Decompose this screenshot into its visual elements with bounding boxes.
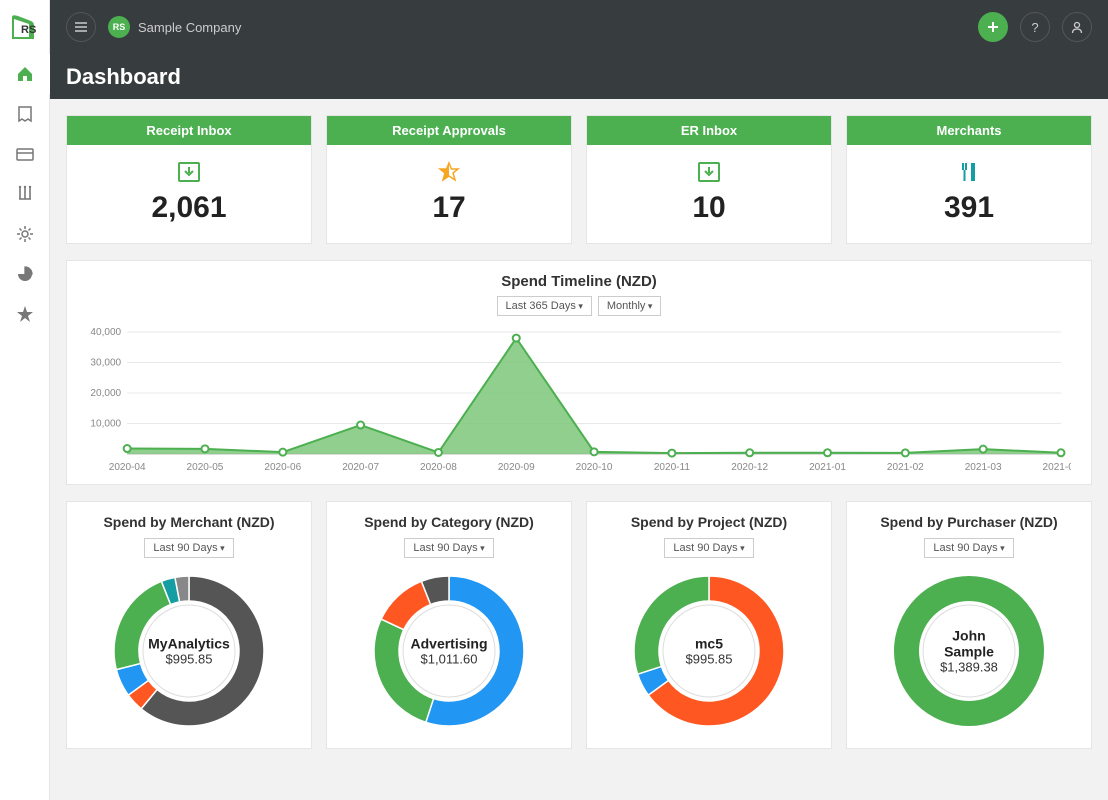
donut-chart: Advertising$1,011.60	[364, 566, 534, 736]
nav-receipts[interactable]	[0, 94, 50, 134]
donut-center-label: mc5	[686, 636, 733, 652]
card-icon	[15, 144, 35, 164]
svg-text:2020-05: 2020-05	[187, 462, 224, 473]
donut-card: Spend by Merchant (NZD) Last 90 Days MyAna…	[66, 501, 312, 749]
svg-text:2020-10: 2020-10	[576, 462, 613, 473]
svg-text:2021-04: 2021-04	[1043, 462, 1071, 473]
user-icon	[1070, 20, 1084, 34]
donut-card: Spend by Category (NZD) Last 90 Days Adver…	[326, 501, 572, 749]
help-button[interactable]: ?	[1020, 12, 1050, 42]
top-header: RS Sample Company ?	[50, 0, 1108, 54]
inbox-down-icon	[587, 159, 831, 185]
donut-card: Spend by Project (NZD) Last 90 Days mc5$99…	[586, 501, 832, 749]
donut-chart: mc5$995.85	[624, 566, 794, 736]
donut-center-value: $1,011.60	[410, 652, 487, 667]
donut-range-dropdown[interactable]: Last 90 Days	[144, 538, 233, 558]
help-icon: ?	[1031, 20, 1038, 35]
nav-reports[interactable]	[0, 254, 50, 294]
stat-card-receipt-approvals[interactable]: Receipt Approvals 17	[326, 115, 572, 244]
timeline-chart: 10,000 20,000 30,000 40,000 2020-04 2020-05 20…	[87, 326, 1071, 476]
reports-icon	[15, 264, 35, 284]
page-titlebar: Dashboard	[50, 54, 1108, 99]
donut-center-value: $995.85	[686, 652, 733, 667]
svg-text:10,000: 10,000	[90, 419, 121, 430]
donut-chart: John Sample$1,389.38	[884, 566, 1054, 736]
menu-toggle-button[interactable]	[66, 12, 96, 42]
stat-card-er-inbox[interactable]: ER Inbox 10	[586, 115, 832, 244]
svg-text:2020-06: 2020-06	[264, 462, 301, 473]
donut-title: Spend by Purchaser (NZD)	[857, 514, 1081, 530]
donut-range-dropdown[interactable]: Last 90 Days	[924, 538, 1013, 558]
donut-title: Spend by Merchant (NZD)	[77, 514, 301, 530]
stat-value: 10	[587, 191, 831, 225]
company-name: Sample Company	[138, 20, 241, 35]
nav-home[interactable]	[0, 54, 50, 94]
svg-text:2020-08: 2020-08	[420, 462, 457, 473]
svg-text:20,000: 20,000	[90, 388, 121, 399]
svg-text:2021-01: 2021-01	[809, 462, 846, 473]
food-icon	[847, 159, 1091, 185]
stats-row: Receipt Inbox 2,061 Receipt Approvals 17 ER …	[66, 115, 1092, 244]
timeline-title: Spend Timeline (NZD)	[87, 273, 1071, 290]
merchants-icon	[15, 184, 35, 204]
stat-value: 2,061	[67, 191, 311, 225]
donut-center-label: John Sample	[927, 628, 1012, 660]
star-icon	[15, 304, 35, 324]
svg-text:2020-11: 2020-11	[654, 462, 691, 473]
svg-text:2021-03: 2021-03	[965, 462, 1002, 473]
svg-text:40,000: 40,000	[90, 327, 121, 338]
add-button[interactable]	[978, 12, 1008, 42]
svg-text:2020-04: 2020-04	[109, 462, 146, 473]
spend-timeline-card: Spend Timeline (NZD) Last 365 Days Month…	[66, 260, 1092, 485]
nav-star[interactable]	[0, 294, 50, 334]
logo: RS	[0, 0, 50, 54]
settings-icon	[15, 224, 35, 244]
svg-text:RS: RS	[21, 24, 36, 36]
donut-center-value: $995.85	[148, 652, 230, 667]
donut-title: Spend by Project (NZD)	[597, 514, 821, 530]
donut-title: Spend by Category (NZD)	[337, 514, 561, 530]
timeline-interval-dropdown[interactable]: Monthly	[598, 296, 662, 316]
receipts-icon	[15, 104, 35, 124]
donut-range-dropdown[interactable]: Last 90 Days	[404, 538, 493, 558]
svg-text:2020-09: 2020-09	[498, 462, 535, 473]
stat-title: Merchants	[847, 116, 1091, 145]
timeline-range-dropdown[interactable]: Last 365 Days	[497, 296, 592, 316]
svg-text:2020-12: 2020-12	[731, 462, 768, 473]
sidebar: RS	[0, 0, 50, 800]
stat-title: ER Inbox	[587, 116, 831, 145]
nav-card[interactable]	[0, 134, 50, 174]
home-icon	[15, 64, 35, 84]
inbox-down-icon	[67, 159, 311, 185]
donut-card: Spend by Purchaser (NZD) Last 90 Days John…	[846, 501, 1092, 749]
stat-value: 391	[847, 191, 1091, 225]
svg-text:2020-07: 2020-07	[342, 462, 379, 473]
stat-title: Receipt Approvals	[327, 116, 571, 145]
stat-card-receipt-inbox[interactable]: Receipt Inbox 2,061	[66, 115, 312, 244]
nav-settings[interactable]	[0, 214, 50, 254]
star-half-icon	[327, 159, 571, 185]
donut-row: Spend by Merchant (NZD) Last 90 Days MyAna…	[66, 501, 1092, 749]
company-badge: RS	[108, 16, 130, 38]
donut-range-dropdown[interactable]: Last 90 Days	[664, 538, 753, 558]
donut-center-value: $1,389.38	[927, 660, 1012, 675]
nav-merchants[interactable]	[0, 174, 50, 214]
profile-button[interactable]	[1062, 12, 1092, 42]
content: Receipt Inbox 2,061 Receipt Approvals 17 ER …	[50, 99, 1108, 800]
company-selector[interactable]: RS Sample Company	[108, 16, 241, 38]
donut-center-label: MyAnalytics	[148, 636, 230, 652]
svg-text:30,000: 30,000	[90, 358, 121, 369]
stat-title: Receipt Inbox	[67, 116, 311, 145]
stat-card-merchants[interactable]: Merchants 391	[846, 115, 1092, 244]
page-title: Dashboard	[66, 64, 181, 90]
donut-center-label: Advertising	[410, 636, 487, 652]
donut-chart: MyAnalytics$995.85	[104, 566, 274, 736]
stat-value: 17	[327, 191, 571, 225]
svg-text:2021-02: 2021-02	[887, 462, 924, 473]
